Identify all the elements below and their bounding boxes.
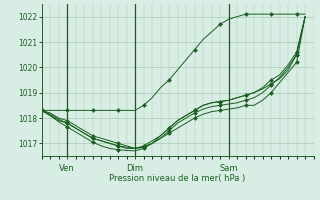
X-axis label: Pression niveau de la mer( hPa ): Pression niveau de la mer( hPa ) — [109, 174, 246, 183]
